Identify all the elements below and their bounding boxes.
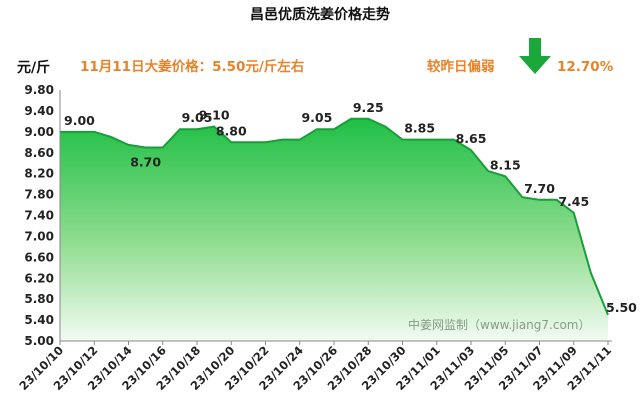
change-value: 12.70%: [557, 59, 614, 75]
price-data-label: 8.70: [130, 155, 161, 170]
price-data-label: 5.50: [606, 300, 637, 315]
y-tick-label: 5.80: [24, 292, 54, 306]
price-data-label: 8.80: [216, 123, 247, 138]
headline-price-text: 11月11日大姜价格：5.50元/斤左右: [80, 58, 304, 75]
y-tick-label: 9.40: [24, 104, 54, 118]
price-data-label: 8.15: [490, 157, 521, 172]
change-label: 较昨日偏弱: [427, 58, 495, 75]
y-tick-label: 9.80: [24, 83, 54, 97]
price-data-label: 9.05: [182, 110, 213, 125]
x-tick-labels: 23/10/1023/10/1223/10/1423/10/1623/10/18…: [16, 341, 614, 393]
chart-title: 昌邑优质洗姜价格走势: [250, 6, 390, 23]
y-tick-label: 7.40: [24, 209, 54, 223]
down-arrow-icon: [519, 38, 551, 74]
price-data-label: 8.85: [404, 121, 435, 136]
y-tick-label: 6.60: [24, 250, 54, 264]
y-tick-label: 6.20: [24, 271, 54, 285]
y-tick-labels: 5.00 5.40 5.80 6.20 6.60 7.00 7.40 7.80 8.20 8.60…: [24, 83, 54, 348]
axes: [59, 90, 612, 342]
price-data-label: 7.45: [558, 194, 589, 209]
y-tick-label: 7.80: [24, 188, 54, 202]
price-data-label: 9.05: [301, 110, 332, 125]
y-tick-label: 8.20: [24, 167, 54, 181]
y-tick-label: 5.00: [24, 334, 54, 348]
y-tick-label: 7.00: [24, 229, 54, 243]
price-data-label: 9.25: [353, 100, 384, 115]
data-labels: 9.008.709.059.108.809.059.258.858.658.15…: [64, 100, 637, 315]
area-layer: [60, 117, 609, 341]
y-tick-label: 8.60: [24, 146, 54, 160]
price-area-fill: [60, 118, 608, 341]
watermark: 中姜网监制（www.jiang7.com）: [408, 317, 590, 332]
price-line: [60, 117, 609, 316]
y-axis-unit-label: 元/斤: [17, 59, 50, 76]
price-data-label: 8.65: [456, 131, 487, 146]
price-data-label: 9.00: [64, 113, 95, 128]
price-data-label: 9.10: [199, 108, 230, 123]
y-tick-label: 9.00: [24, 125, 54, 139]
price-data-label: 7.70: [524, 181, 555, 196]
y-tick-label: 5.40: [24, 313, 54, 327]
